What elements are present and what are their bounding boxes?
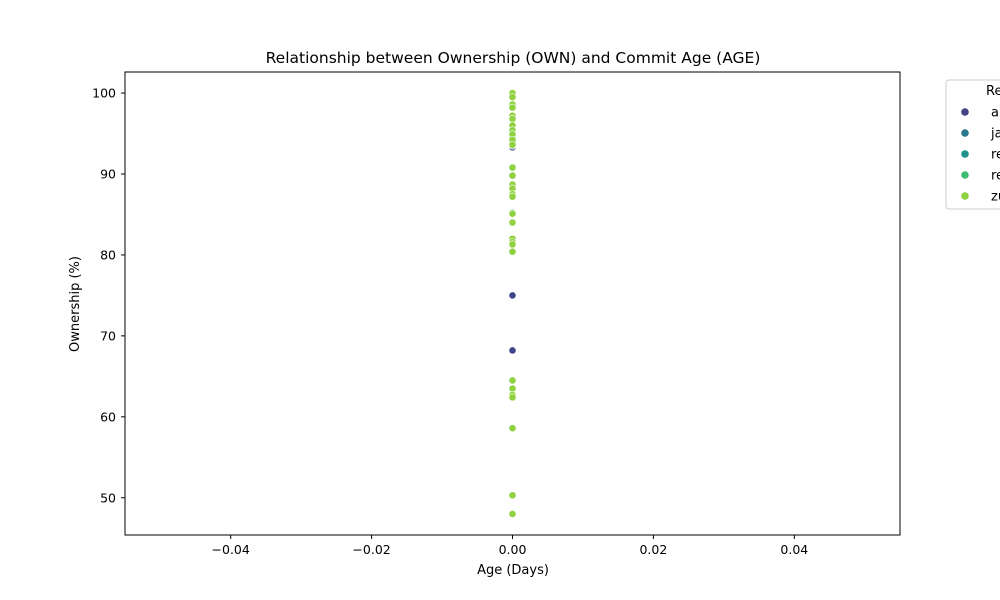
data-point-zu [508,240,517,249]
y-tick-label: 100 [92,86,116,101]
legend-label: re [991,169,1000,184]
y-axis-title: Ownership (%) [68,256,83,352]
legend-label: zu [991,190,1000,205]
x-tick-label: −0.04 [212,542,250,557]
x-tick-label: 0.02 [639,542,667,557]
legend-marker [961,129,969,137]
data-point-zu [508,115,517,123]
legend-label: ja [990,127,1000,142]
legend-marker [961,171,969,179]
legend-label: re [991,148,1000,163]
data-point-zu [508,192,517,201]
data-point-zu [508,491,517,500]
data-points [508,89,517,518]
data-point-zu [508,163,517,172]
legend-marker [961,108,969,116]
y-tick-label: 80 [100,247,116,262]
legend-frame [945,79,1000,210]
data-point-zu [508,93,517,101]
legend-label: a [991,106,999,121]
legend-title: Re [986,84,1000,99]
x-axis: −0.04 −0.02 0.00 0.02 0.04 [212,535,808,557]
legend: Re a ja re re zu [945,79,1000,210]
data-point-a [508,291,517,300]
data-point-zu [508,424,517,433]
y-tick-label: 90 [100,166,116,181]
data-point-zu [508,103,517,112]
legend-marker [961,150,969,158]
x-tick-label: 0.00 [499,542,527,557]
data-point-zu [508,209,517,218]
data-point-zu [508,171,517,180]
x-tick-label: 0.04 [780,542,808,557]
legend-entries: a ja re re zu [961,106,1000,205]
data-point-zu [508,140,517,149]
x-tick-label: −0.02 [352,542,390,557]
chart-title: Relationship between Ownership (OWN) and… [266,49,761,67]
y-axis: 50 60 70 80 90 100 [92,86,125,505]
data-point-zu [508,376,517,385]
x-axis-title: Age (Days) [477,563,549,578]
data-point-zu [508,393,517,402]
legend-marker [961,192,969,200]
data-point-a [508,346,517,355]
data-point-zu [508,218,517,227]
y-tick-label: 50 [100,490,116,505]
plot-area: −0.04 −0.02 0.00 0.02 0.04 50 60 70 80 90 100 [92,71,901,557]
y-tick-label: 60 [100,409,116,424]
y-tick-label: 70 [100,328,116,343]
data-point-zu [508,247,517,256]
data-point-zu [508,510,517,518]
data-point-zu [508,384,517,393]
